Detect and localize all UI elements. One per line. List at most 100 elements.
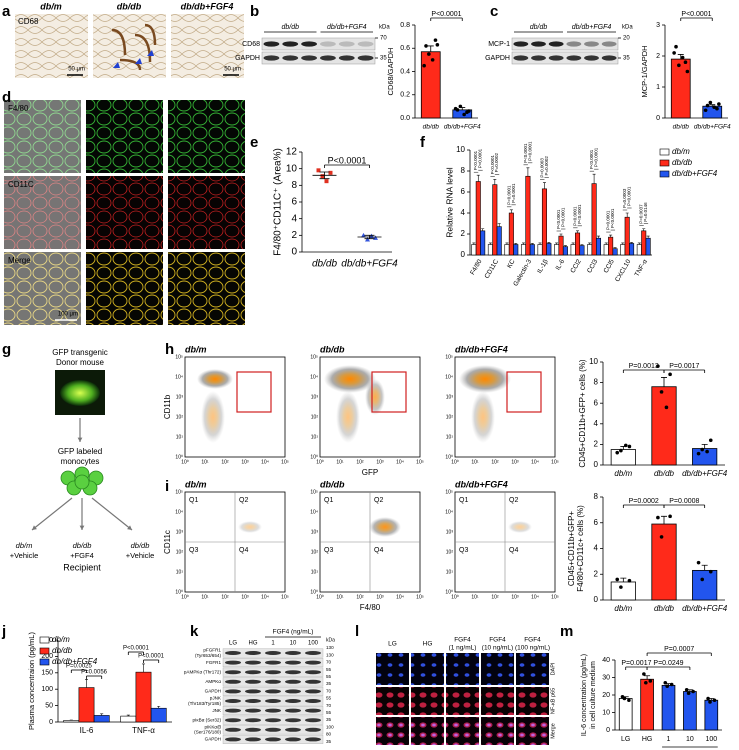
label: kDa [326,637,335,643]
gate [371,371,407,413]
band [225,727,241,732]
bar [504,244,510,256]
band [531,55,546,61]
bar [525,175,531,256]
arrow [31,497,73,531]
micrograph [168,176,245,249]
p-value: P=0.0013 [629,363,659,370]
band [285,699,301,703]
arrowhead [135,58,142,64]
label: 10⁴ [396,459,404,465]
row-label: F4/80 [8,104,29,113]
y-tick-label: 0.6 [400,45,410,52]
label: LG [229,641,237,647]
label: HG [423,641,433,648]
data-point [664,405,669,410]
scale-bar: 50 μm [68,67,85,73]
y-tick-label: 0 [606,727,610,734]
p-value: P<0.0001 [506,185,511,205]
label: GAPDH [485,55,510,62]
bar [612,248,618,256]
band [584,55,599,61]
label: 70 [380,36,387,42]
label: 10¹ [201,459,209,465]
p-value: P<0.0001 [577,204,582,224]
label: (1 ng/mL) [449,645,477,652]
band [285,718,301,723]
error-bar [661,377,667,387]
y-tick-label: 4 [461,208,466,217]
label: 80 [326,732,332,737]
x-tick-label: 1 [667,736,671,743]
panel-letter: m [560,623,573,640]
x-tick-label: 100 [705,736,717,743]
data-point [708,100,713,105]
bar [683,691,697,731]
p-value: P=0.0017 [669,363,699,370]
p-value: P<0.0001 [573,206,578,226]
p-value: P=0.0003 [539,158,544,178]
bar [63,720,80,723]
label: 130 [326,652,334,657]
x-tick-label: db/db [423,124,440,131]
label: 130 [326,645,334,650]
label: 55 [326,674,332,679]
data-point [619,585,623,589]
p-value: P<0.0001 [560,207,565,227]
micrograph [446,717,479,745]
band [225,670,241,675]
label: 10³ [241,459,249,465]
bar [420,51,441,119]
y-tick-label: 10 [286,163,298,174]
x-tick-label: CCl2 [569,258,582,274]
p-value: P=0.0249 [653,660,683,667]
panel-letter: a [2,3,11,20]
error-bar [472,242,476,245]
label: 10³ [311,529,319,535]
bar [608,236,614,256]
label: (10 ng/mL) [482,645,513,652]
label: 10³ [511,459,519,465]
data-point [324,179,329,184]
band [225,689,241,694]
label: 10⁵ [175,354,183,360]
error-bar [637,242,641,245]
label: MCP-1 [488,41,510,48]
label: 10¹ [471,459,479,465]
panel-letter: f [420,134,426,151]
p-value: P<0.0001 [527,141,532,161]
label: (Thr183/Tyr185) [188,701,221,706]
bar [537,244,543,256]
label: 10⁵ [445,489,453,495]
error-bar [530,243,534,245]
data-point [422,63,426,68]
legend-swatch [39,658,50,666]
label: 10⁵ [551,594,559,600]
arrowhead [147,50,154,56]
bar [603,244,609,256]
band [285,670,301,675]
label: 70 [326,688,332,693]
band [566,55,582,61]
error-bar [621,242,625,245]
p-value: P=0.0008 [669,498,699,505]
data-point [684,687,689,692]
bar [496,226,502,256]
data-point [663,680,668,685]
label: GAPDH [235,55,260,62]
label: 10⁴ [396,594,404,600]
label: 10⁰ [181,594,189,600]
column-label: db/db+FGF4 [181,1,234,11]
p-value: P=0.0002 [544,156,549,176]
label: 10² [311,549,319,555]
data-point [453,106,458,111]
label: 10⁴ [310,374,318,380]
stain [111,28,127,56]
x-tick-label: db/db+FGF4 [682,604,728,613]
error-bar [547,242,551,244]
band [285,651,301,655]
density [238,521,262,533]
data-point [433,38,438,42]
data-point [365,237,370,242]
p-value: P<0.0001 [589,149,594,169]
